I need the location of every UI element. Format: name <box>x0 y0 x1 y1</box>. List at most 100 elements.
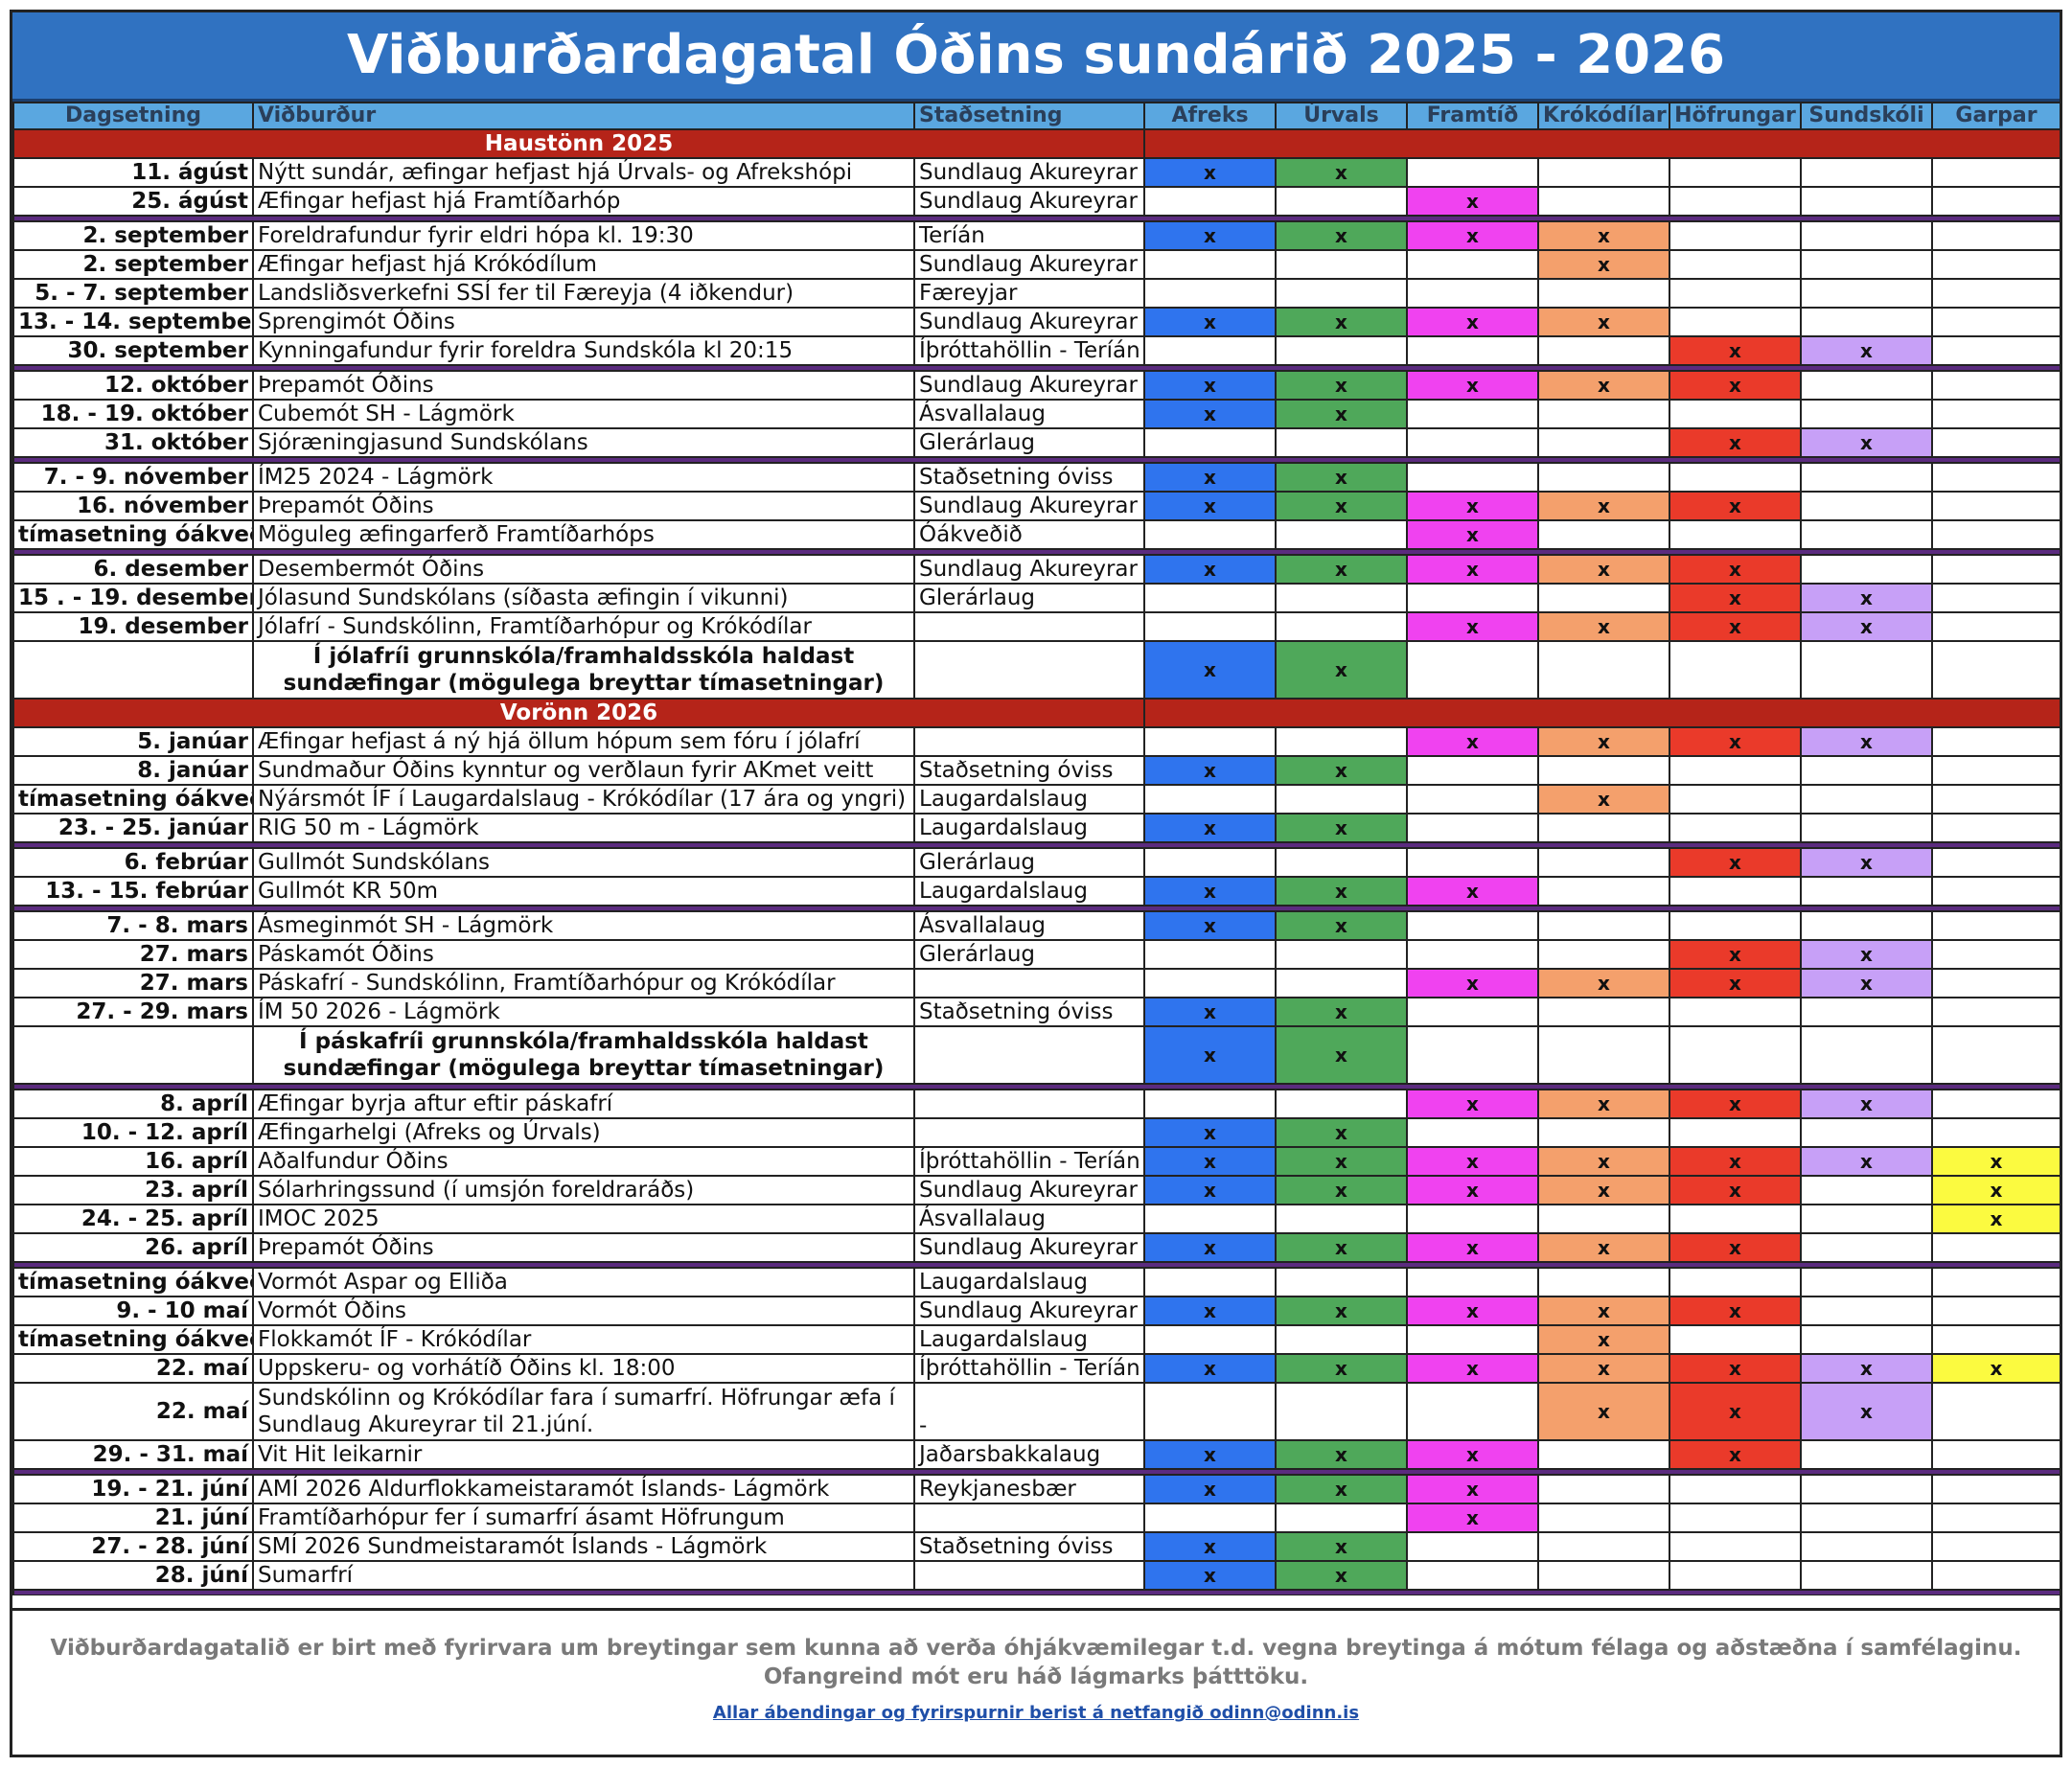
group-mark-framtíð <box>1406 427 1539 458</box>
group-mark-úrvals: x <box>1275 1560 1408 1591</box>
group-mark-höfrungar: x <box>1669 847 1802 878</box>
group-mark-sundskóli <box>1800 462 1933 493</box>
group-mark-framtíð <box>1406 1560 1539 1591</box>
event-name: Cubemót SH - Lágmörk <box>252 399 915 429</box>
group-mark-garpar <box>1931 1531 2061 1562</box>
group-mark-sundskóli <box>1800 278 1933 309</box>
group-mark-úrvals <box>1275 1089 1408 1119</box>
event-name: Flokkamót ÍF - Krókódílar <box>252 1324 915 1355</box>
group-mark-afreks <box>1143 1503 1277 1533</box>
group-mark-höfrungar: x <box>1669 1146 1802 1177</box>
event-date: 27. mars <box>12 968 254 998</box>
event-name: Æfingar hefjast hjá Framtíðarhóp <box>252 186 915 217</box>
event-date: tímasetning óákveðin <box>12 1324 254 1355</box>
group-mark-úrvals <box>1275 519 1408 550</box>
event-date: 8. apríl <box>12 1089 254 1119</box>
group-mark-garpar <box>1931 1382 2061 1441</box>
group-mark-framtíð <box>1406 1267 1539 1297</box>
month-separator <box>12 1589 2061 1595</box>
group-mark-úrvals: x <box>1275 1353 1408 1384</box>
event-location <box>913 611 1145 642</box>
group-mark-sundskóli <box>1800 1204 1933 1234</box>
event-name: Ásmeginmót SH - Lágmörk <box>252 910 915 941</box>
group-mark-höfrungar: x <box>1669 1296 1802 1326</box>
event-row: 5. janúar Æfingar hefjast á ný hjá öllum … <box>12 726 2061 757</box>
event-location: Sundlaug Akureyrar <box>913 1232 1145 1263</box>
event-location: Glerárlaug <box>913 847 1145 878</box>
group-mark-afreks <box>1143 249 1277 280</box>
group-mark-afreks: x <box>1143 876 1277 906</box>
group-mark-krókódílar: x <box>1537 220 1670 251</box>
event-name: Landsliðsverkefni SSÍ fer til Færeyja (4… <box>252 278 915 309</box>
group-mark-garpar <box>1931 157 2061 188</box>
group-mark-krókódílar <box>1537 997 1670 1027</box>
event-location <box>913 968 1145 998</box>
event-location: Sundlaug Akureyrar <box>913 1296 1145 1326</box>
group-mark-krókódílar: x <box>1537 784 1670 815</box>
event-row: 30. september Kynningafundur fyrir foreld… <box>12 335 2061 366</box>
event-date: 28. júní <box>12 1560 254 1591</box>
event-name: Gullmót KR 50m <box>252 876 915 906</box>
group-mark-garpar <box>1931 554 2061 585</box>
group-mark-framtíð <box>1406 1025 1539 1085</box>
group-mark-afreks: x <box>1143 755 1277 786</box>
group-mark-úrvals <box>1275 1204 1408 1234</box>
event-row: 16. apríl Aðalfundur Óðins Íþróttahöllin -… <box>12 1146 2061 1177</box>
group-mark-krókódílar: x <box>1537 491 1670 521</box>
group-mark-sundskóli <box>1800 910 1933 941</box>
semester-header-row: Vorönn 2026 <box>12 698 2061 728</box>
group-mark-afreks <box>1143 611 1277 642</box>
group-mark-krókódílar: x <box>1537 1232 1670 1263</box>
group-mark-krókódílar <box>1537 278 1670 309</box>
group-mark-sundskóli <box>1800 784 1933 815</box>
event-name: Páskafrí - Sundskólinn, Framtíðarhópur o… <box>252 968 915 998</box>
event-location: Staðsetning óviss <box>913 997 1145 1027</box>
event-location: Íþróttahöllin - Teríán <box>913 1353 1145 1384</box>
group-mark-framtíð <box>1406 910 1539 941</box>
event-date: 10. - 12. apríl <box>12 1117 254 1148</box>
group-mark-krókódílar <box>1537 583 1670 613</box>
group-mark-úrvals <box>1275 427 1408 458</box>
group-mark-garpar <box>1931 335 2061 366</box>
event-location: Sundlaug Akureyrar <box>913 157 1145 188</box>
group-mark-krókódílar: x <box>1537 1175 1670 1205</box>
events-table: Dagsetning Viðburður Staðsetning Afreks Úrva… <box>12 102 2061 1595</box>
group-mark-afreks <box>1143 1324 1277 1355</box>
group-mark-garpar <box>1931 220 2061 251</box>
group-mark-garpar <box>1931 910 2061 941</box>
event-name: SMÍ 2026 Sundmeistaramót Íslands - Lágmö… <box>252 1531 915 1562</box>
group-mark-garpar <box>1931 876 2061 906</box>
group-mark-sundskóli <box>1800 1439 1933 1470</box>
group-mark-sundskóli: x <box>1800 583 1933 613</box>
event-location: Teríán <box>913 220 1145 251</box>
event-row: 7. - 8. mars Ásmeginmót SH - Lágmörk Ásval… <box>12 910 2061 941</box>
event-row: tímasetning óákveðinNýársmót ÍF í Laugar… <box>12 784 2061 815</box>
group-mark-framtíð <box>1406 399 1539 429</box>
event-location: Staðsetning óviss <box>913 755 1145 786</box>
semester-fill <box>1143 698 2061 728</box>
semester-header-row: Haustönn 2025 <box>12 128 2061 159</box>
group-mark-krókódílar <box>1537 1474 1670 1504</box>
event-name: Möguleg æfingarferð Framtíðarhóps <box>252 519 915 550</box>
group-mark-úrvals: x <box>1275 997 1408 1027</box>
event-date: 23. - 25. janúar <box>12 813 254 843</box>
group-mark-afreks <box>1143 1204 1277 1234</box>
group-mark-garpar <box>1931 847 2061 878</box>
event-date: 27. mars <box>12 939 254 970</box>
event-name: Uppskeru- og vorhátíð Óðins kl. 18:00 <box>252 1353 915 1384</box>
group-mark-höfrungar <box>1669 876 1802 906</box>
event-name: Í jólafríi grunnskóla/framhaldsskóla hal… <box>252 640 915 700</box>
group-mark-höfrungar <box>1669 307 1802 337</box>
group-mark-afreks: x <box>1143 1439 1277 1470</box>
group-mark-garpar <box>1931 1232 2061 1263</box>
event-location: Jaðarsbakkalaug <box>913 1439 1145 1470</box>
group-mark-sundskóli: x <box>1800 1089 1933 1119</box>
event-date: 21. júní <box>12 1503 254 1533</box>
contact-email-link[interactable]: Allar ábendingar og fyrirspurnir berist … <box>712 1703 1360 1723</box>
event-row: 13. - 15. febrúar Gullmót KR 50m Laugardal… <box>12 876 2061 906</box>
group-mark-sundskóli <box>1800 1232 1933 1263</box>
group-mark-höfrungar <box>1669 784 1802 815</box>
group-mark-höfrungar: x <box>1669 1382 1802 1441</box>
group-mark-framtíð <box>1406 462 1539 493</box>
group-mark-höfrungar <box>1669 910 1802 941</box>
